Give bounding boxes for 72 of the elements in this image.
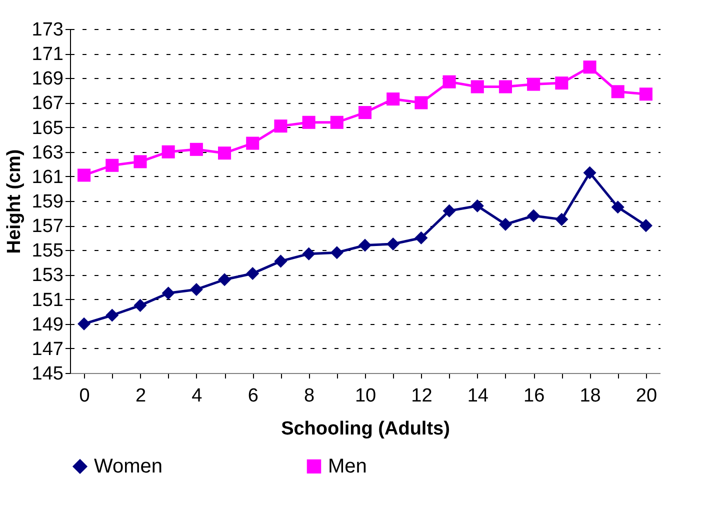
point: [442, 204, 456, 218]
x-tick-label: 10: [354, 386, 376, 406]
legend-label: Men: [328, 455, 367, 478]
point: [611, 200, 624, 214]
x-tick-label: 18: [580, 386, 601, 406]
point: [274, 120, 288, 133]
x-tick-label: 6: [248, 386, 258, 406]
point: [302, 116, 316, 129]
point: [555, 212, 568, 226]
y-axis-title: Height (cm): [4, 149, 25, 254]
point: [470, 80, 484, 94]
y-tick-label: 169: [32, 68, 64, 90]
point: [583, 166, 596, 180]
point: [246, 136, 260, 150]
point: [330, 246, 344, 260]
y-tick-label: 167: [32, 93, 64, 114]
x-axis-title: Schooling (Adults): [281, 418, 450, 440]
point: [302, 247, 316, 260]
point: [106, 158, 119, 172]
point: [106, 308, 119, 322]
point: [134, 298, 147, 312]
y-tick-label: 161: [32, 166, 64, 188]
point: [527, 78, 540, 91]
point: [527, 209, 540, 222]
point: [498, 218, 512, 231]
y-tick-label: 159: [32, 192, 64, 212]
point: [218, 146, 232, 160]
y-tick-label: 157: [32, 216, 64, 238]
point: [414, 231, 428, 244]
point: [442, 75, 456, 88]
y-tick-label: 149: [32, 314, 64, 336]
point: [330, 116, 344, 129]
point: [190, 282, 203, 296]
y-tick-label: 153: [32, 265, 64, 286]
point: [583, 60, 596, 74]
point: [274, 254, 288, 268]
point: [134, 155, 147, 168]
point: [162, 286, 175, 300]
x-tick-label: 8: [304, 386, 315, 406]
point: [162, 145, 175, 158]
point: [358, 106, 372, 120]
x-tick-label: 4: [192, 386, 203, 406]
point: [414, 96, 428, 110]
point: [470, 199, 484, 212]
x-tick-label: 14: [467, 386, 489, 406]
x-tick-label: 12: [411, 386, 432, 406]
y-tick-label: 145: [32, 364, 64, 384]
point: [639, 219, 652, 232]
point: [78, 317, 91, 330]
point: [386, 92, 400, 106]
x-tick-label: 0: [79, 386, 90, 406]
point: [386, 237, 400, 251]
y-tick-label: 155: [32, 240, 64, 262]
y-tick-label: 163: [32, 142, 64, 164]
point: [358, 238, 372, 252]
point: [611, 85, 624, 98]
point: [555, 76, 568, 90]
point: [498, 80, 512, 94]
x-tick-label: 2: [135, 386, 146, 406]
x-tick-label: 16: [524, 386, 545, 406]
y-tick-label: 147: [32, 338, 64, 360]
y-tick-label: 173: [32, 20, 64, 40]
point: [78, 168, 91, 182]
y-tick-label: 165: [32, 118, 64, 139]
point: [190, 142, 203, 156]
y-tick-label: 171: [32, 44, 64, 66]
x-tick-label: 20: [636, 386, 658, 406]
point: [246, 266, 260, 280]
legend-label: Women: [94, 455, 163, 478]
y-tick-label: 151: [32, 290, 64, 311]
point: [639, 88, 652, 101]
point: [218, 273, 232, 286]
